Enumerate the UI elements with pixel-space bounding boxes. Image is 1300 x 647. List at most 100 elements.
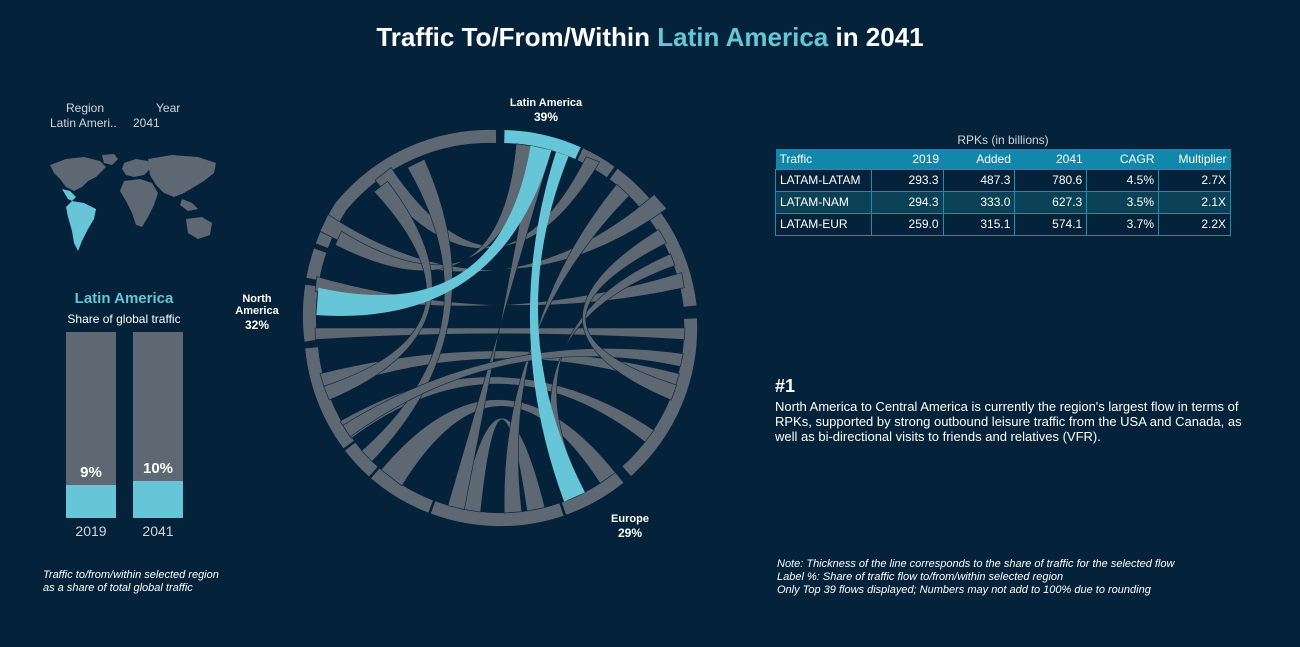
table-cell: 3.5% <box>1086 190 1160 214</box>
chord-pct-europe: 29% <box>617 526 643 540</box>
table-header-row: Traffic 2019 Added 2041 CAGR Multiplier <box>775 149 1231 169</box>
map-australia <box>186 217 212 239</box>
insight-body: North America to Central America is curr… <box>775 399 1242 444</box>
table-caption: RPKs (in billions) <box>957 133 1049 147</box>
share-bar-label-2041: 10% <box>142 460 174 477</box>
table-row: LATAM-LATAM 293.3 487.3 780.6 4.5% 2.7X <box>775 168 1231 192</box>
chord-label-latin-america: Latin America 39% <box>504 97 588 123</box>
title-suffix: in 2041 <box>828 22 924 52</box>
share-bar-fill-2019 <box>66 485 116 518</box>
year-filter-label: Year <box>156 101 181 115</box>
note-line-1: Note: Thickness of the line corresponds … <box>777 558 1175 570</box>
table-cell: 315.1 <box>942 212 1016 236</box>
table-cell: 3.7% <box>1086 212 1160 236</box>
chord-diagram[interactable] <box>280 108 720 548</box>
table-cell: 4.5% <box>1086 168 1160 192</box>
world-map[interactable] <box>48 153 220 255</box>
table-cell: LATAM-EUR <box>775 212 872 236</box>
ring-segment-11 <box>335 129 497 211</box>
ring-segment-6 <box>345 442 378 477</box>
table-cell: 2.1X <box>1158 190 1231 214</box>
share-bar-2019[interactable] <box>66 332 116 518</box>
table-header-traffic[interactable]: Traffic <box>775 149 872 169</box>
map-africa <box>120 179 158 227</box>
flow <box>503 183 630 514</box>
insight-heading: #1 <box>775 376 796 396</box>
chord-name-latin-america: Latin America <box>509 97 583 109</box>
page-title: Traffic To/From/Within Latin America in … <box>0 22 1300 53</box>
region-filter-label: Region <box>66 101 105 115</box>
share-caption: Traffic to/from/within selected region a… <box>43 569 263 595</box>
flow <box>461 418 546 513</box>
chord-background-flows <box>314 143 686 514</box>
table-header-multiplier[interactable]: Multiplier <box>1158 149 1231 169</box>
share-bar-year-2019: 2019 <box>75 523 107 539</box>
map-europe <box>122 159 150 177</box>
chord-label-north-america: North America 32% <box>227 293 287 331</box>
table-header-2041[interactable]: 2041 <box>1014 149 1087 169</box>
map-asia <box>148 155 216 197</box>
ring-segment-4 <box>430 501 564 527</box>
table-cell: 2.2X <box>1158 212 1231 236</box>
table-cell: LATAM-NAM <box>775 190 872 214</box>
table-header-cagr[interactable]: CAGR <box>1086 149 1159 169</box>
table-row: LATAM-EUR 259.0 315.1 574.1 3.7% 2.2X <box>775 212 1231 236</box>
table-cell: 2.7X <box>1158 168 1231 192</box>
table-cell: 627.3 <box>1014 190 1088 214</box>
ring-segment-north-america <box>302 284 319 342</box>
share-subtitle: Share of global traffic <box>67 312 181 326</box>
flow <box>380 399 616 487</box>
flow <box>447 145 552 510</box>
map-north-america <box>50 157 106 191</box>
ring-segment-latin-america <box>504 130 581 159</box>
table-cell: LATAM-LATAM <box>775 168 872 192</box>
chord-name-north-america-2: America <box>235 305 279 317</box>
ring-segment-europe <box>561 472 624 515</box>
table-header-2019[interactable]: 2019 <box>871 149 944 169</box>
ring-segment-2 <box>609 168 697 307</box>
note-line-2: Label %: Share of traffic flow to/from/w… <box>777 571 1064 583</box>
title-prefix: Traffic To/From/Within <box>376 22 658 52</box>
share-bar-2041[interactable] <box>133 332 183 518</box>
chord-label-europe: Europe 29% <box>604 513 656 539</box>
map-south-america <box>66 201 96 251</box>
flow <box>342 348 684 438</box>
flow-latam-nam <box>316 145 552 316</box>
flow <box>582 229 677 401</box>
title-highlight: Latin America <box>657 22 829 52</box>
region-filter-value[interactable]: Latin Ameri.. <box>50 116 117 130</box>
table-header-added[interactable]: Added <box>943 149 1015 169</box>
note-line-3: Only Top 39 flows displayed; Numbers may… <box>777 584 1151 596</box>
ring-segment-3 <box>622 318 698 476</box>
chord-highlight-flows <box>316 145 585 502</box>
chord-pct-north-america: 32% <box>244 318 270 332</box>
share-bar-year-2041: 2041 <box>142 523 174 539</box>
chord-name-europe: Europe <box>611 513 649 525</box>
share-bar-label-2019: 9% <box>80 464 102 481</box>
flow <box>361 158 453 462</box>
rpk-table: Traffic 2019 Added 2041 CAGR Multiplier … <box>775 149 1231 236</box>
table-cell: 293.3 <box>870 168 944 192</box>
table-row: LATAM-NAM 294.3 333.0 627.3 3.5% 2.1X <box>775 190 1231 214</box>
flow-latam-eur <box>529 151 585 502</box>
chord-name-north-america-1: North <box>242 293 272 305</box>
flow <box>323 180 433 401</box>
flow <box>314 327 686 340</box>
table-cell: 487.3 <box>942 168 1016 192</box>
share-bar-fill-2041 <box>133 481 183 518</box>
share-caption-line1: Traffic to/from/within selected region <box>43 569 219 581</box>
map-latin-america <box>62 189 76 201</box>
share-caption-line2: as a share of total global traffic <box>43 582 193 594</box>
chord-pct-latin-america: 39% <box>533 110 559 124</box>
map-se-asia <box>180 199 198 211</box>
table-cell: 259.0 <box>870 212 944 236</box>
table-cell: 294.3 <box>870 190 944 214</box>
table-cell: 574.1 <box>1014 212 1088 236</box>
table-cell: 780.6 <box>1014 168 1088 192</box>
ring-segment-8 <box>306 248 327 281</box>
map-greenland <box>102 154 118 165</box>
ring-segment-5 <box>371 468 433 513</box>
year-filter-value[interactable]: 2041 <box>133 116 160 130</box>
table-cell: 333.0 <box>942 190 1016 214</box>
share-region-name: Latin America <box>74 290 174 307</box>
